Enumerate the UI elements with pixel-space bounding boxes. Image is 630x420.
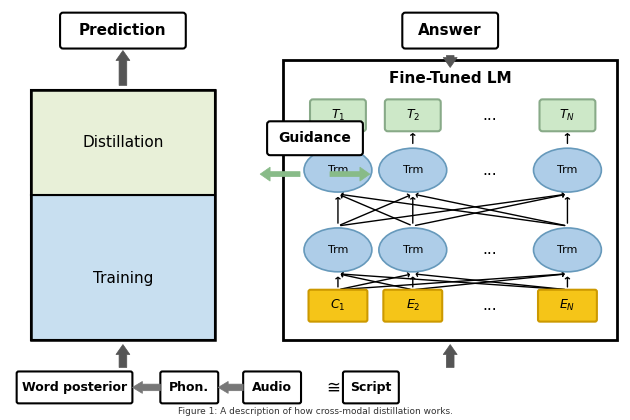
- FancyBboxPatch shape: [343, 371, 399, 403]
- Text: ...: ...: [483, 163, 497, 178]
- Ellipse shape: [379, 148, 447, 192]
- FancyArrow shape: [260, 167, 300, 181]
- Text: Training: Training: [93, 271, 153, 286]
- FancyBboxPatch shape: [283, 60, 617, 340]
- Text: $C_1$: $C_1$: [330, 298, 346, 313]
- FancyArrow shape: [330, 167, 370, 181]
- Text: Answer: Answer: [418, 23, 482, 38]
- Text: Trm: Trm: [558, 165, 578, 175]
- Text: Trm: Trm: [328, 245, 348, 255]
- Text: Guidance: Guidance: [278, 131, 352, 145]
- Text: Audio: Audio: [252, 381, 292, 394]
- FancyBboxPatch shape: [383, 290, 442, 322]
- Text: Trm: Trm: [403, 165, 423, 175]
- Text: ...: ...: [483, 108, 497, 123]
- Text: ≅: ≅: [326, 378, 340, 396]
- Text: ...: ...: [483, 242, 497, 257]
- FancyBboxPatch shape: [31, 90, 215, 195]
- Text: Script: Script: [350, 381, 392, 394]
- Text: Fine-Tuned LM: Fine-Tuned LM: [389, 71, 512, 86]
- Ellipse shape: [534, 228, 602, 272]
- FancyBboxPatch shape: [309, 290, 367, 322]
- FancyBboxPatch shape: [403, 13, 498, 49]
- FancyBboxPatch shape: [31, 195, 215, 340]
- Text: Prediction: Prediction: [79, 23, 167, 38]
- FancyBboxPatch shape: [539, 100, 595, 131]
- Text: Trm: Trm: [558, 245, 578, 255]
- FancyArrow shape: [444, 344, 457, 368]
- Text: Word posterior: Word posterior: [22, 381, 127, 394]
- FancyBboxPatch shape: [310, 100, 366, 131]
- FancyBboxPatch shape: [538, 290, 597, 322]
- FancyArrow shape: [116, 344, 130, 368]
- Text: $E_2$: $E_2$: [406, 298, 420, 313]
- FancyArrow shape: [132, 381, 161, 394]
- Text: Trm: Trm: [328, 165, 348, 175]
- Text: $T_1$: $T_1$: [331, 108, 345, 123]
- Text: Distillation: Distillation: [83, 135, 164, 150]
- Text: $T_N$: $T_N$: [559, 108, 575, 123]
- FancyBboxPatch shape: [267, 121, 363, 155]
- Ellipse shape: [534, 148, 602, 192]
- FancyBboxPatch shape: [385, 100, 441, 131]
- FancyBboxPatch shape: [16, 371, 132, 403]
- FancyArrow shape: [116, 50, 130, 85]
- Text: Phon.: Phon.: [169, 381, 209, 394]
- FancyBboxPatch shape: [60, 13, 186, 49]
- Text: Figure 1: A description of how cross-modal distillation works.: Figure 1: A description of how cross-mod…: [178, 407, 452, 416]
- Text: ...: ...: [483, 298, 497, 313]
- FancyArrow shape: [218, 381, 243, 394]
- FancyBboxPatch shape: [243, 371, 301, 403]
- Ellipse shape: [304, 228, 372, 272]
- Ellipse shape: [379, 228, 447, 272]
- Text: $E_N$: $E_N$: [559, 298, 576, 313]
- Ellipse shape: [304, 148, 372, 192]
- FancyBboxPatch shape: [161, 371, 218, 403]
- FancyArrow shape: [444, 55, 457, 68]
- Text: Trm: Trm: [403, 245, 423, 255]
- Text: $T_2$: $T_2$: [406, 108, 420, 123]
